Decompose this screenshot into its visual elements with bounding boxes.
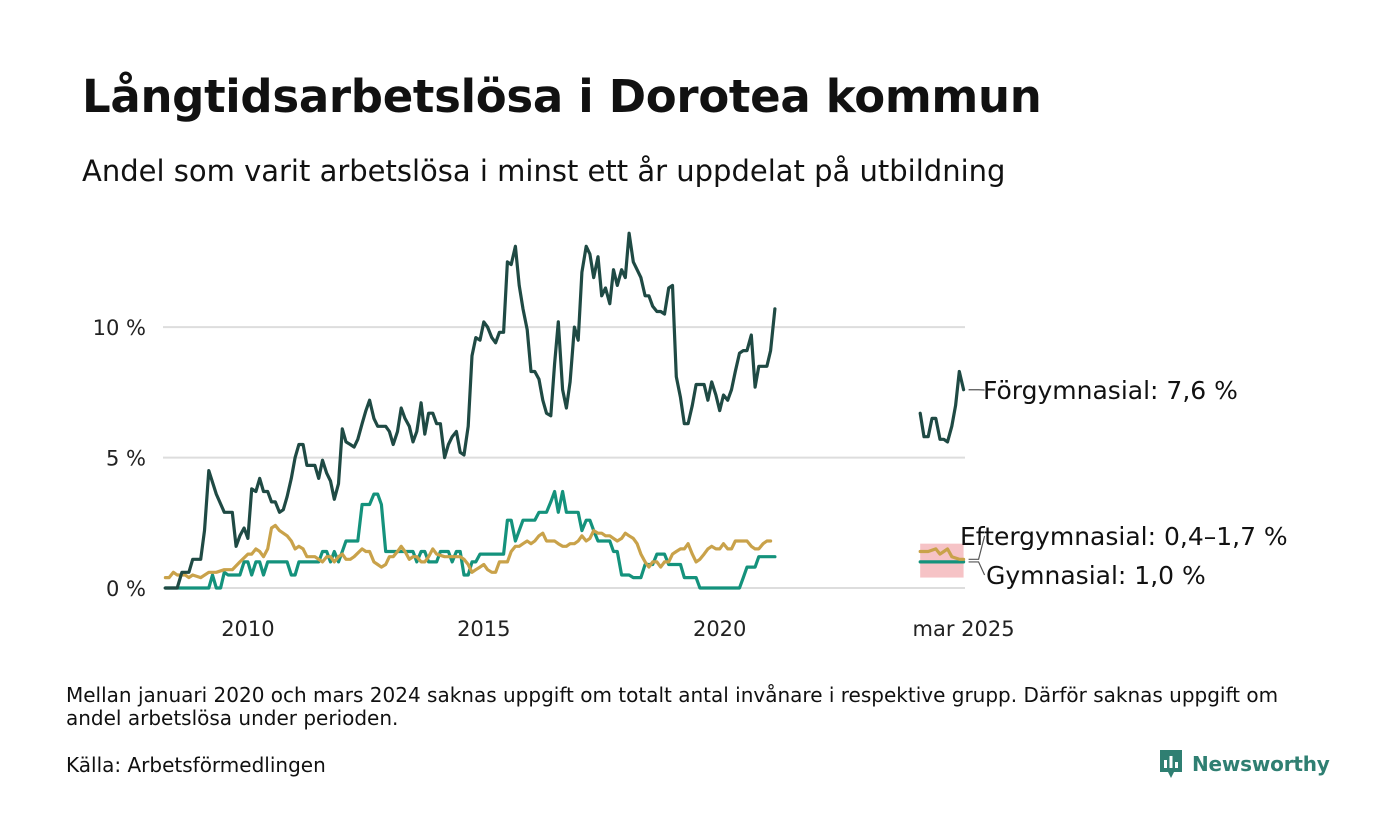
series-line-förgymnasial-0 bbox=[163, 231, 777, 590]
chart-subtitle: Andel som varit arbetslösa i minst ett å… bbox=[82, 154, 1006, 188]
brand-name: Newsworthy bbox=[1192, 752, 1330, 776]
leader-line-eftergymnasial bbox=[968, 535, 986, 560]
series-line-eftergymnasial-0 bbox=[163, 523, 773, 580]
x-tick-label: 2020 bbox=[693, 617, 746, 641]
y-tick-label: 0 % bbox=[106, 577, 146, 601]
series-label-förgymnasial: Förgymnasial: 7,6 % bbox=[983, 376, 1238, 405]
x-tick-label: 2015 bbox=[457, 617, 510, 641]
grid-lines bbox=[163, 326, 965, 589]
line-chart: Förgymnasial: 7,6 % Eftergymnasial: 0,4–1… bbox=[93, 231, 1288, 641]
series-lines bbox=[163, 231, 966, 590]
y-tick-label: 10 % bbox=[93, 316, 146, 340]
series-label-gymnasial: Gymnasial: 1,0 % bbox=[986, 561, 1206, 590]
footnote: Mellan januari 2020 och mars 2024 saknas… bbox=[66, 683, 1279, 730]
source-credit: Källa: Arbetsförmedlingen bbox=[66, 753, 326, 777]
brand-logo: Newsworthy bbox=[1158, 748, 1330, 780]
chart-title: Långtidsarbetslösa i Dorotea kommun bbox=[82, 70, 1042, 123]
series-line-gymnasial-0 bbox=[163, 489, 777, 590]
newsworthy-logo-icon bbox=[1160, 750, 1182, 778]
axis-labels: 0 % 5 % 10 % 2010 2015 2020 mar 2025 bbox=[93, 316, 1015, 641]
x-tick-label: 2010 bbox=[221, 617, 274, 641]
y-tick-label: 5 % bbox=[106, 447, 146, 471]
series-labels: Förgymnasial: 7,6 % Eftergymnasial: 0,4–1… bbox=[960, 376, 1288, 590]
series-line-eftergymnasial-1 bbox=[918, 547, 966, 561]
leader-line-gymnasial bbox=[968, 561, 986, 576]
x-tick-label: mar 2025 bbox=[913, 617, 1015, 641]
series-line-förgymnasial-1 bbox=[918, 369, 966, 444]
series-label-eftergymnasial: Eftergymnasial: 0,4–1,7 % bbox=[960, 522, 1288, 551]
